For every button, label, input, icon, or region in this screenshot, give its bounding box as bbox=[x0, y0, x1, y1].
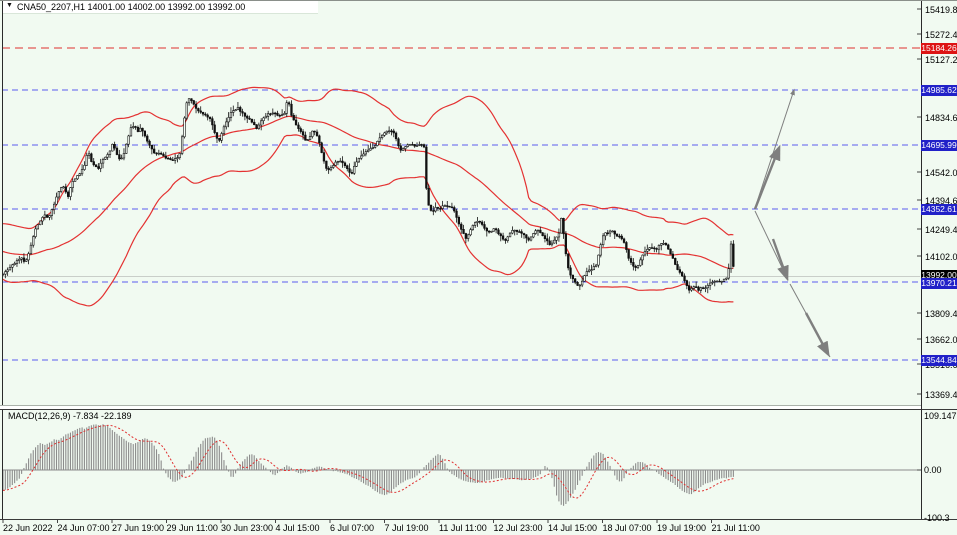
projection-arrow-0[interactable] bbox=[753, 144, 781, 210]
time-tick-label: 24 Jun 07:00 bbox=[57, 523, 110, 533]
macd-histogram bbox=[2, 424, 734, 506]
time-tick-label: 22 Jun 2022 bbox=[3, 523, 53, 533]
price-tick-label: 14542.00 bbox=[925, 168, 957, 178]
time-tick-label: 7 Jul 19:00 bbox=[384, 523, 429, 533]
time-tick-label: 6 Jul 07:00 bbox=[330, 523, 375, 533]
trend-projection-arrows[interactable] bbox=[753, 88, 831, 358]
title-bar: ▼ CNA50_2207,H1 14001.00 14002.00 13992.… bbox=[3, 1, 318, 14]
level-price-badge: 14695.99 bbox=[921, 139, 957, 151]
time-tick-label: 21 Jul 11:00 bbox=[711, 523, 760, 533]
price-tick-label: 13662.00 bbox=[925, 335, 957, 345]
level-price-badge: 15184.26 bbox=[921, 42, 957, 54]
time-tick-label: 18 Jul 07:00 bbox=[602, 523, 652, 533]
indicator-list-caret-icon[interactable]: ▼ bbox=[6, 2, 13, 9]
macd-indicator-label: MACD(12,26,9) -7.834 -22.189 bbox=[8, 411, 132, 421]
macd-scale-bottom: -100.3 bbox=[924, 513, 950, 523]
price-tick-label: 15272.40 bbox=[925, 30, 957, 40]
price-tick-label: 14834.60 bbox=[925, 113, 957, 123]
price-tick-label: 14102.00 bbox=[925, 252, 957, 262]
price-axis-separator bbox=[921, 1, 922, 519]
projection-arrow-5[interactable] bbox=[804, 312, 830, 358]
price-tick-label: 15127.20 bbox=[925, 55, 957, 65]
level-price-badge: 14985.62 bbox=[921, 84, 957, 96]
time-tick-label: 11 Jul 11:00 bbox=[439, 523, 487, 533]
candlestick-series[interactable] bbox=[2, 98, 735, 294]
symbol-ohlc-label: CNA50_2207,H1 14001.00 14002.00 13992.00… bbox=[17, 2, 246, 12]
price-tick-label: 14394.60 bbox=[925, 196, 957, 206]
time-axis-separator bbox=[0, 519, 957, 520]
time-tick-label: 19 Jul 19:00 bbox=[657, 523, 707, 533]
band-middle bbox=[2, 115, 734, 269]
level-price-badge: 13970.21 bbox=[921, 277, 957, 289]
level-lines[interactable] bbox=[2, 47, 920, 361]
level-price-badge: 14352.61 bbox=[921, 203, 957, 215]
time-tick-label: 14 Jul 15:00 bbox=[548, 523, 598, 533]
pane-separator-bottom[interactable] bbox=[0, 409, 957, 410]
time-tick-label: 12 Jul 23:00 bbox=[493, 523, 543, 533]
macd-signal-line bbox=[2, 424, 734, 499]
pane-separator-gap bbox=[0, 406, 921, 409]
price-tick-label: 14249.40 bbox=[925, 225, 957, 235]
time-tick-label: 4 Jul 15:00 bbox=[275, 523, 320, 533]
time-tick-label: 27 Jun 19:00 bbox=[112, 523, 165, 533]
projection-arrow-3[interactable] bbox=[771, 238, 789, 282]
macd-scale-zero: 0.00 bbox=[924, 465, 942, 475]
band-upper bbox=[2, 86, 734, 236]
pane-separator-top[interactable] bbox=[0, 405, 921, 406]
time-tick-label: 29 Jun 11:00 bbox=[166, 523, 218, 533]
chart-left-border bbox=[2, 1, 3, 519]
macd-scale-top: 109.147 bbox=[924, 411, 957, 421]
price-tick-label: 13809.40 bbox=[925, 309, 957, 319]
current-price-badge: 13992.00 bbox=[921, 270, 957, 281]
level-price-badge: 13544.84 bbox=[921, 354, 957, 366]
band-lower bbox=[2, 134, 734, 307]
time-tick-label: 30 Jun 23:00 bbox=[221, 523, 274, 533]
price-tick-label: 15419.80 bbox=[925, 5, 957, 15]
bollinger-bands bbox=[2, 86, 734, 307]
price-tick-label: 13369.40 bbox=[925, 390, 957, 400]
projection-arrow-1[interactable] bbox=[755, 88, 795, 206]
